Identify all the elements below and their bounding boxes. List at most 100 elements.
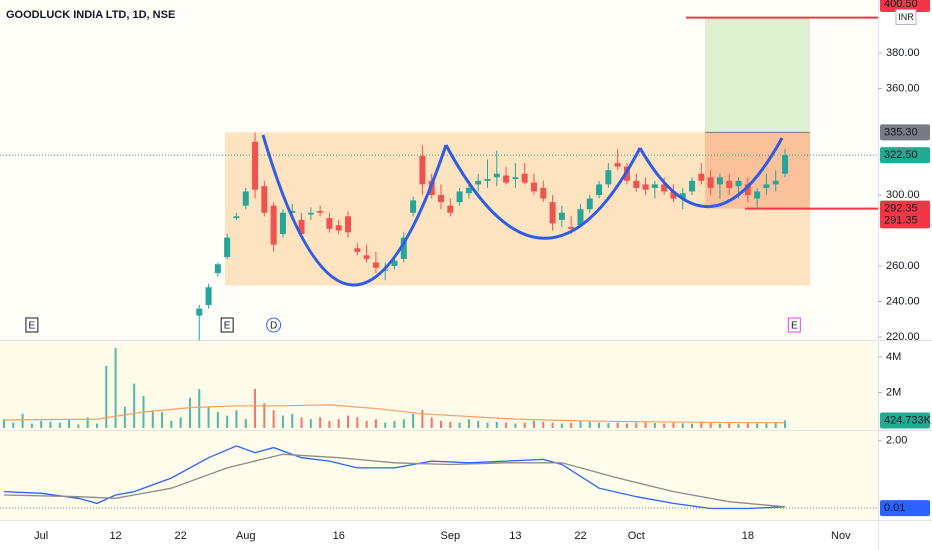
candle-body [270, 205, 277, 245]
volume-bar [198, 388, 201, 428]
volume-bar [30, 423, 33, 428]
volume-bar [105, 365, 108, 428]
volume-bar [356, 417, 359, 428]
volume-bar [467, 419, 470, 428]
candle-body [530, 182, 537, 192]
volume-bar [49, 421, 52, 428]
event-label: E [224, 321, 231, 332]
volume-bar [77, 424, 80, 428]
x-tick-label: 18 [742, 530, 754, 542]
candle-body [214, 264, 221, 274]
volume-bar [505, 422, 508, 428]
y-tick-label: 4M [886, 351, 901, 363]
event-marker [787, 317, 801, 333]
x-tick-label: 22 [574, 530, 586, 542]
volume-bar [635, 422, 638, 428]
volume-bar [300, 417, 303, 428]
volume-bar [718, 423, 721, 428]
candle-body [410, 200, 417, 213]
volume-bar [756, 423, 759, 428]
indicator-line [3, 445, 786, 510]
volume-bar [616, 422, 619, 428]
y-tick-label: 260.00 [886, 260, 920, 272]
volume-bar [12, 422, 15, 428]
y-tick-label: 220.00 [886, 331, 920, 343]
event-marker [220, 317, 234, 333]
candle-body [224, 237, 231, 258]
volume-last-box [880, 412, 930, 429]
volume-bar [746, 422, 749, 428]
volume-bar [2, 419, 5, 428]
y-tick-label: 360.00 [886, 82, 920, 94]
volume-bar [523, 422, 526, 428]
volume-bar [235, 410, 238, 428]
candle-body [605, 170, 612, 185]
volume-bar [319, 417, 322, 428]
volume-bar [449, 421, 452, 428]
candle-body [289, 210, 296, 213]
candle-body [372, 262, 379, 268]
candle-body [735, 180, 742, 187]
candle-body [354, 248, 361, 252]
x-tick-label: 12 [109, 530, 121, 542]
candle-body [679, 193, 686, 199]
candle-body [651, 184, 658, 188]
volume-bar [588, 421, 591, 428]
candle-body [205, 287, 212, 306]
volume-bar [532, 420, 535, 428]
volume-bar [700, 422, 703, 428]
candle-body [493, 173, 500, 178]
volume-bar [226, 415, 229, 428]
indicator-line [3, 453, 786, 508]
target-box [705, 17, 810, 133]
candle-body [763, 184, 770, 188]
volume-bar [86, 417, 89, 428]
volume-bar [421, 410, 424, 428]
candle-body [577, 209, 584, 226]
volume-bar [170, 420, 173, 428]
candle-body [335, 225, 342, 231]
volume-bar [58, 422, 61, 428]
price-label-box [880, 124, 930, 141]
x-tick-label: 16 [333, 530, 345, 542]
candle-body [512, 177, 519, 180]
volume-bar [188, 397, 191, 428]
cup-drawings [261, 134, 784, 287]
volume-bar [774, 423, 777, 428]
cup-curve [638, 137, 784, 208]
volume-bar [663, 423, 666, 428]
candle-body [307, 212, 314, 215]
volume-bar [384, 422, 387, 428]
event-label: E [29, 321, 36, 332]
candle-body [437, 195, 444, 203]
volume-bar [430, 417, 433, 428]
candle-body [586, 198, 593, 210]
price-label: 291.35 [884, 214, 918, 226]
volume-bar [681, 423, 684, 428]
volume-bar [263, 403, 266, 428]
candle-body [279, 212, 286, 235]
candle-body [400, 237, 407, 259]
volume-bar [114, 348, 117, 428]
indicator-pane [0, 431, 878, 520]
price-label: 322.50 [884, 149, 918, 161]
volume-bar [495, 421, 498, 428]
x-tick-label: 22 [175, 530, 187, 542]
candle-body [521, 173, 528, 183]
volume-bar [672, 422, 675, 428]
price-label: 400.50 [884, 0, 918, 10]
candle-body [549, 202, 556, 224]
volume-bar [68, 420, 71, 428]
candle-body [252, 141, 259, 190]
price-label-box [880, 0, 930, 12]
candle-body [726, 180, 733, 188]
volume-bar [207, 406, 210, 428]
volume-bar [281, 415, 284, 428]
volume-bar [439, 420, 442, 428]
volume-bar [365, 420, 368, 428]
candle-body [661, 184, 668, 192]
candle-body [261, 186, 268, 213]
volume-bar [598, 422, 601, 428]
candle-body [298, 219, 305, 235]
candle-body [419, 155, 426, 185]
